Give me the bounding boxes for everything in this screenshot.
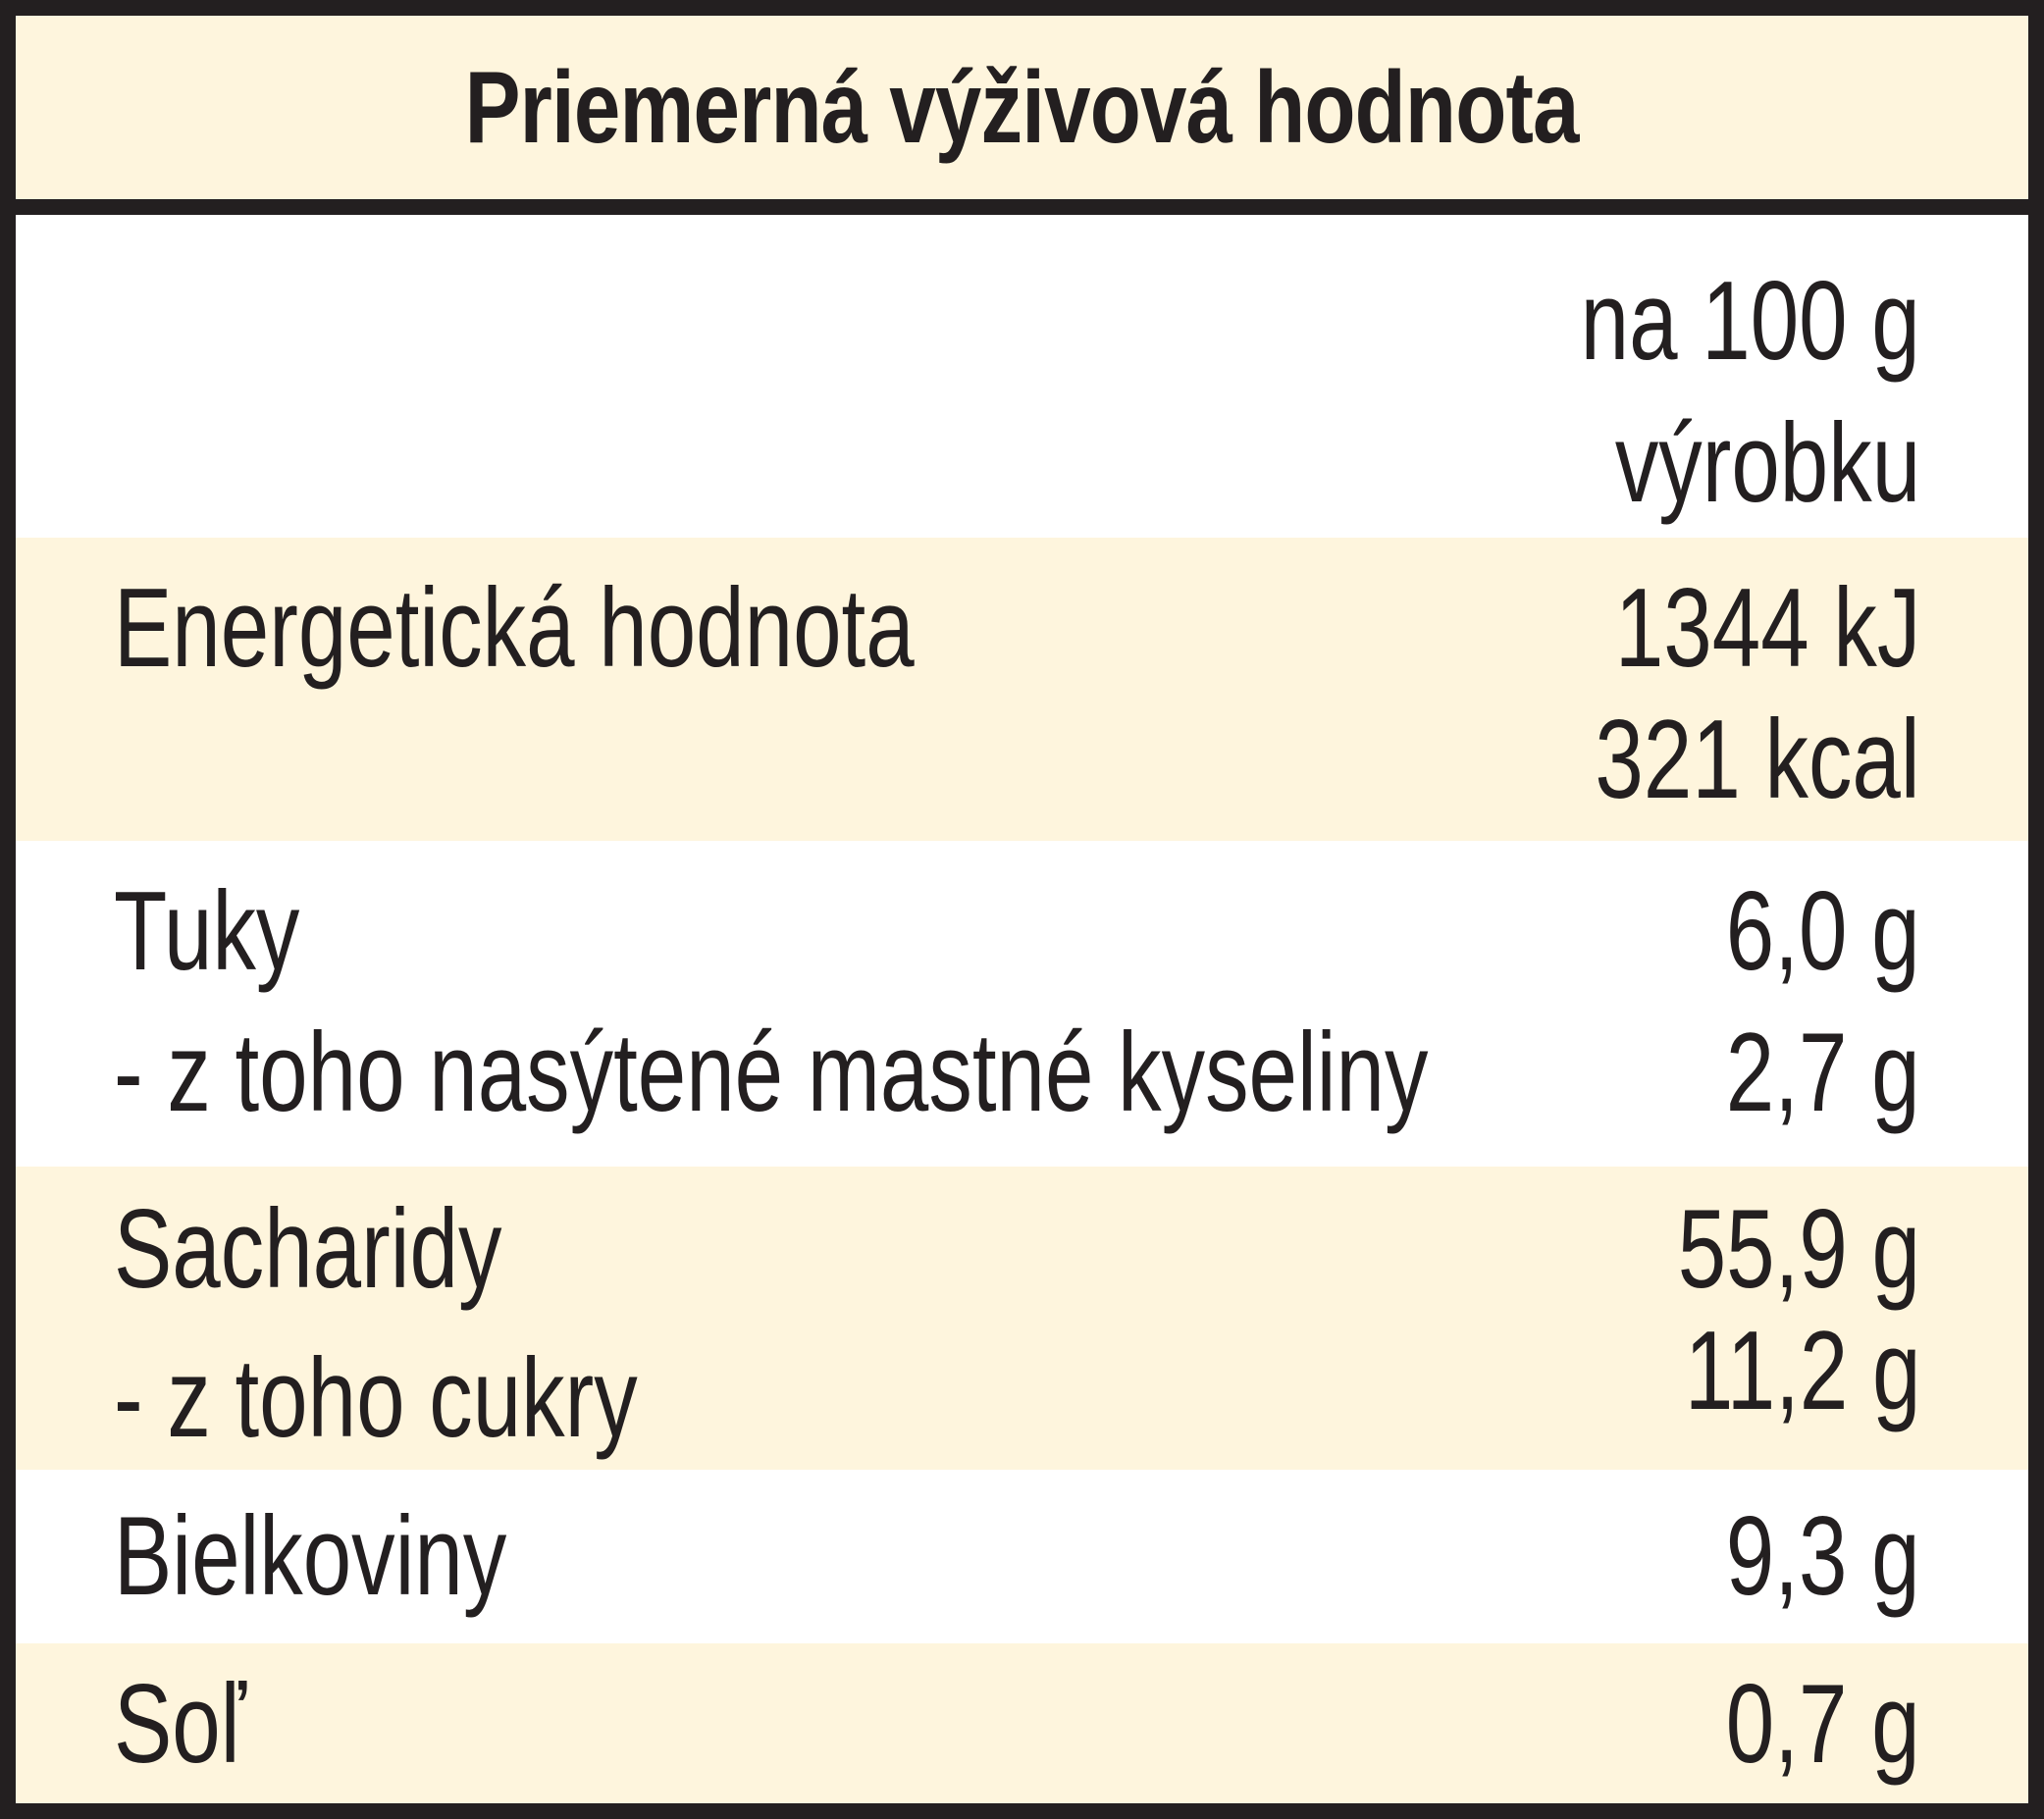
row-label: Sacharidy — [114, 1187, 502, 1312]
row-label: - z toho cukry — [114, 1336, 638, 1461]
row-value: 0,7 g — [1726, 1662, 1920, 1787]
row-value-kj: 1344 kJ — [1614, 566, 1920, 691]
row-value-kcal: 321 kcal — [1595, 698, 1920, 822]
row-value: 11,2 g — [1684, 1309, 1920, 1433]
table-row-protein: Bielkoviny 9,3 g — [16, 1470, 2028, 1643]
table-row-energy: Energetická hodnota 1344 kJ 321 kcal — [16, 538, 2028, 841]
per-amount-line2: výrobku — [1614, 401, 1920, 526]
table-row-fats: Tuky 6,0 g - z toho nasýtené mastné kyse… — [16, 841, 2028, 1167]
row-value: 2,7 g — [1726, 1011, 1920, 1135]
table-row-salt: Soľ 0,7 g — [16, 1643, 2028, 1803]
row-value: 6,0 g — [1726, 869, 1920, 994]
table-row-carbohydrates: Sacharidy 55,9 g - z toho cukry 11,2 g — [16, 1167, 2028, 1470]
row-value: 9,3 g — [1726, 1494, 1920, 1619]
row-label: Energetická hodnota — [114, 566, 915, 691]
per-amount-line1: na 100 g — [1580, 259, 1920, 384]
table-header-row: na 100 g výrobku — [16, 215, 2028, 538]
row-label: Soľ — [114, 1662, 246, 1787]
table-title-bar: Priemerná výživová hodnota — [16, 16, 2028, 215]
row-value: 55,9 g — [1677, 1187, 1920, 1312]
row-label: Bielkoviny — [114, 1494, 507, 1619]
row-label: - z toho nasýtené mastné kyseliny — [114, 1011, 1429, 1135]
row-label: Tuky — [114, 869, 300, 994]
table-title: Priemerná výživová hodnota — [464, 50, 1580, 165]
